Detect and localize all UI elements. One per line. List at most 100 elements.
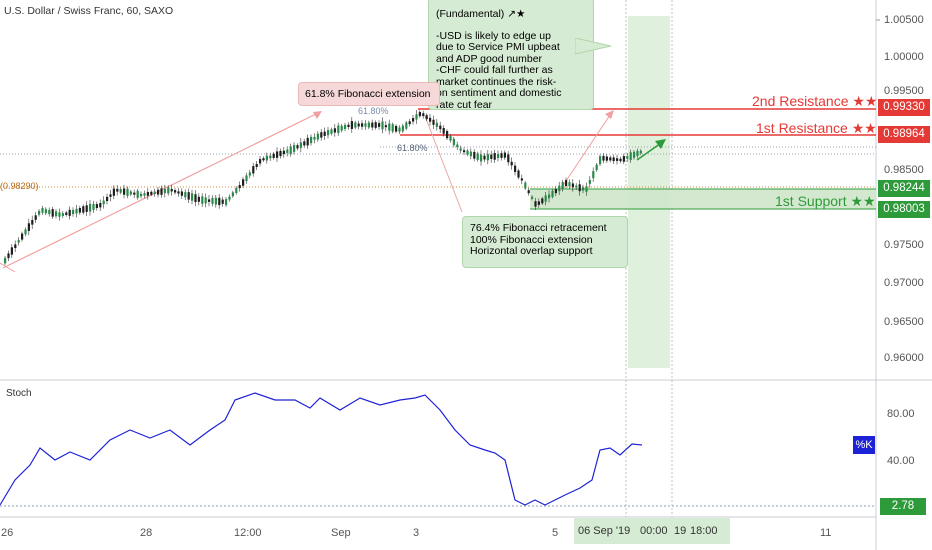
candle-body	[306, 137, 309, 146]
support1-top-price-tag: 0.98244	[878, 180, 930, 197]
candle-body	[544, 195, 547, 202]
support-line: 76.4% Fibonacci retracement	[470, 222, 607, 234]
candle-body	[524, 182, 527, 189]
candle-body	[609, 157, 612, 161]
candle-body	[313, 136, 316, 140]
candle-body	[272, 153, 275, 158]
fundamental-note: (Fundamental) ↗★ -USD is likely to edge …	[428, 0, 594, 110]
candle-body	[531, 196, 534, 199]
candle-body	[595, 164, 598, 171]
candle-body	[582, 187, 585, 191]
candle-body	[95, 204, 98, 209]
stoch-tick: 40.00	[887, 455, 915, 467]
support1-bottom-price-tag: 0.98003	[878, 201, 930, 218]
candle-body	[473, 151, 476, 159]
candle-body	[344, 124, 347, 130]
candle-body	[554, 189, 557, 194]
candle-body	[289, 146, 292, 154]
candle-body	[303, 141, 306, 146]
candle-body	[327, 130, 330, 136]
fundamental-line: due to Service PMI upbeat	[436, 41, 560, 53]
candle-body	[187, 192, 190, 200]
candle-body	[629, 152, 632, 161]
candle-body	[442, 128, 445, 134]
candle-body	[276, 151, 279, 158]
candle-body	[133, 192, 136, 195]
time-highlight-date: 06 Sep '19	[574, 518, 636, 544]
candle-body	[588, 180, 591, 184]
candle-body	[123, 188, 126, 195]
candle-body	[269, 155, 272, 159]
candle-body	[112, 188, 115, 196]
fundamental-title: (Fundamental) ↗★	[436, 8, 526, 20]
bullish-arrow-head	[655, 139, 666, 149]
candle-body	[446, 131, 449, 139]
candle-body	[143, 193, 146, 196]
candle-body	[357, 123, 360, 127]
candle-body	[99, 203, 102, 208]
candle-body	[500, 153, 503, 158]
candle-body	[425, 115, 428, 120]
candle-body	[231, 192, 234, 197]
candle-body	[537, 201, 540, 205]
candle-body	[517, 170, 520, 178]
candle-body	[170, 188, 173, 192]
candle-body	[279, 150, 282, 157]
candle-body	[340, 125, 343, 131]
candle-body	[48, 209, 51, 215]
candle-body	[605, 156, 608, 161]
candle-body	[337, 125, 340, 134]
candle-body	[367, 122, 370, 128]
support-line: 100% Fibonacci extension	[470, 233, 593, 246]
candle-body	[286, 149, 289, 153]
candle-body	[225, 199, 228, 205]
candle-body	[85, 205, 88, 212]
candle-body	[636, 150, 639, 157]
stoch-title: Stoch	[6, 388, 32, 399]
candle-body	[480, 154, 483, 162]
candle-body	[299, 142, 302, 148]
candle-body	[146, 191, 149, 196]
candle-body	[592, 171, 595, 179]
time-tick: Sep	[331, 527, 351, 539]
candle-body	[585, 186, 588, 192]
candle-body	[218, 197, 221, 206]
fundamental-line: rate cut fear	[436, 98, 493, 111]
resistance1-label: 1st Resistance ★★	[756, 120, 877, 136]
projection-arrow	[559, 111, 613, 191]
candle-body	[262, 158, 265, 161]
candle-body	[429, 117, 432, 122]
candle-body	[449, 136, 452, 141]
support-zone	[530, 189, 876, 209]
candle-body	[150, 191, 153, 195]
time-tick: 5	[552, 527, 559, 539]
candle-body	[395, 125, 398, 132]
candle-body	[639, 150, 642, 154]
price-tick: 0.97000	[884, 277, 924, 289]
candle-body	[347, 124, 350, 128]
resistance2-label: 2nd Resistance ★★	[752, 93, 878, 109]
candle-body	[160, 188, 163, 195]
candle-body	[452, 139, 455, 146]
stoch-tick: 80.00	[887, 408, 915, 420]
candle-body	[418, 111, 421, 117]
candle-body	[333, 128, 336, 133]
time-highlight-time: 00:00	[636, 518, 672, 544]
candle-body	[109, 194, 112, 197]
candle-body	[364, 123, 367, 127]
candle-body	[602, 155, 605, 161]
candle-body	[459, 148, 462, 151]
candle-body	[361, 123, 364, 127]
candle-body	[44, 209, 47, 214]
symbol-title: U.S. Dollar / Swiss Franc, 60, SAXO	[4, 5, 174, 17]
resistance1-price-tag: 0.98964	[878, 126, 930, 143]
candle-body	[619, 158, 622, 162]
candle-body	[106, 196, 109, 202]
price-tick: 0.96500	[884, 316, 924, 328]
price-tick: 0.98500	[884, 164, 924, 176]
candle-body	[296, 145, 299, 149]
fundamental-pointer	[575, 38, 612, 55]
candle-body	[191, 193, 194, 201]
candle-body	[163, 189, 166, 194]
